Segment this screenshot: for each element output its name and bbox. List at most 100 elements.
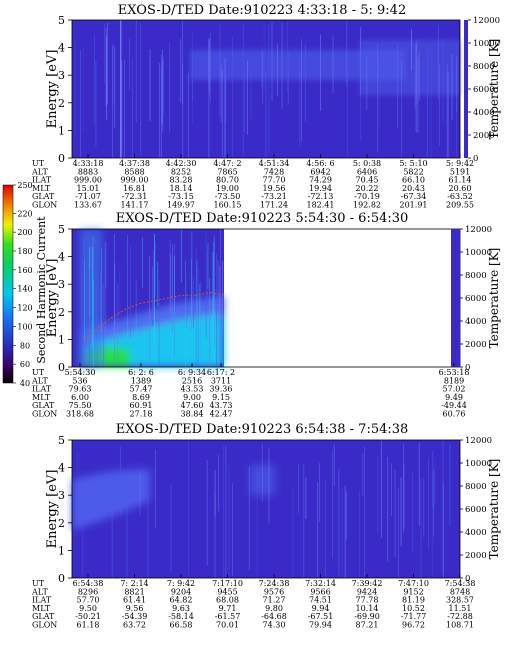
right-tick-label: 2000: [465, 551, 487, 561]
orbit-cell: 4:37:38: [119, 159, 150, 168]
orbit-cell: 83.28: [170, 176, 193, 185]
orbit-cell: 87.21: [356, 621, 379, 630]
orbit-cell: -49.44: [441, 401, 467, 410]
right-tick-label: 0: [465, 574, 470, 584]
texture-stripe: [432, 473, 434, 578]
texture-stripe: [126, 473, 128, 578]
texture-stripe: [414, 59, 416, 107]
colorbar-ticks: 40 60 80 100 120 140 160 180 200 220 250: [13, 181, 33, 388]
orbit-cell: 96.72: [402, 621, 425, 630]
texture-stripe: [423, 478, 425, 537]
texture-stripe: [390, 463, 392, 517]
orbit-cell: 6: 9:34: [178, 368, 206, 377]
y-tick-label: 5: [58, 223, 65, 236]
texture-stripe: [163, 57, 165, 114]
colorbar-tick-label: 160: [17, 266, 32, 275]
texture-stripe: [403, 464, 405, 529]
orbit-cell: 43.53: [181, 385, 204, 394]
right-tick-label: 12000: [465, 225, 492, 235]
texture-stripe: [114, 46, 116, 128]
texture-stripe: [200, 281, 202, 367]
texture-stripe: [344, 485, 346, 578]
orbit-cell: -58.14: [168, 612, 194, 621]
texture-stripe: [127, 234, 129, 336]
orbit-cell: 68.08: [216, 596, 239, 605]
texture-stripe: [112, 45, 113, 158]
y-tick-label: 3: [58, 69, 65, 82]
texture-stripe: [88, 269, 90, 367]
orbit-cell: 79.63: [69, 385, 92, 394]
orbit-cell: 9455: [217, 587, 237, 596]
texture-stripe: [135, 20, 137, 122]
panel-1-frame: [71, 19, 461, 159]
texture-stripe: [155, 449, 156, 529]
texture-stripe: [415, 45, 416, 111]
right-tick-label: 4000: [465, 528, 487, 538]
texture-stripe: [276, 43, 278, 97]
texture-stripe: [377, 455, 379, 534]
texture-stripe: [332, 35, 334, 94]
orbit-cell: 5191: [450, 167, 470, 176]
orbit-cell: -69.90: [354, 612, 380, 621]
texture-stripe: [195, 247, 197, 367]
orbit-cell: 9204: [171, 587, 191, 596]
texture-stripe: [84, 260, 85, 342]
orbit-cell: -73.50: [215, 192, 241, 201]
texture-stripe: [439, 64, 440, 146]
texture-stripe: [222, 445, 224, 578]
texture-stripe: [81, 269, 83, 362]
texture-stripe: [105, 243, 107, 289]
y-tick-label: 1: [58, 333, 65, 346]
orbit-cell: 42.47: [210, 410, 233, 419]
orbit-cell: 7865: [217, 167, 237, 176]
texture-stripe: [213, 236, 215, 348]
orbit-cell: 5: 5:10: [399, 159, 427, 168]
orbit-row-label: ILAT: [32, 385, 52, 394]
orbit-cell: -73.21: [261, 192, 287, 201]
orbit-cell: 47.60: [181, 401, 204, 410]
texture-stripe: [271, 21, 273, 101]
texture-stripe: [139, 472, 141, 516]
orbit-cell: 19.00: [216, 184, 239, 193]
orbit-cell: 149.97: [167, 201, 195, 210]
texture-stripe: [345, 491, 347, 540]
texture-stripe: [320, 34, 321, 111]
orbit-cell: 9424: [357, 587, 377, 596]
orbit-cell: 7:24:38: [259, 579, 290, 588]
orbit-cell: 7:17:10: [212, 579, 243, 588]
texture-stripe: [149, 49, 151, 121]
orbit-cell: 61.18: [77, 621, 100, 630]
orbit-cell: -72.13: [308, 192, 334, 201]
texture-stripe: [192, 53, 194, 102]
texture-stripe: [96, 273, 98, 328]
orbit-cell: 7:39:42: [352, 579, 383, 588]
texture-stripe: [268, 448, 270, 524]
texture-stripe: [446, 64, 448, 158]
orbit-cell: 1389: [131, 376, 151, 385]
orbit-cell: 77.78: [356, 596, 379, 605]
texture-stripe: [292, 488, 294, 578]
panel-2-y-ticks: 0 1 2 3 4 5: [58, 223, 72, 374]
colorbar-tick-label: 200: [17, 228, 32, 237]
orbit-cell: 20.43: [402, 184, 425, 193]
texture-stripe: [83, 239, 85, 335]
orbit-cell: 74.30: [263, 621, 286, 630]
orbit-cell: 4:56: 6: [306, 159, 334, 168]
texture-stripe: [417, 57, 419, 134]
y-tick-label: 2: [58, 97, 65, 110]
texture-stripe: [301, 39, 302, 142]
texture-stripe: [218, 454, 220, 512]
texture-stripe: [92, 237, 94, 288]
orbit-row-label: ALT: [31, 376, 48, 385]
orbit-cell: 318.68: [66, 410, 94, 419]
texture-stripe: [174, 256, 175, 360]
y-tick-label: 3: [58, 278, 65, 291]
panel-3-right-label: Temperature [K]: [487, 459, 501, 560]
texture-stripe: [114, 262, 116, 367]
texture-stripe: [172, 244, 173, 333]
texture-stripe: [428, 458, 429, 550]
texture-stripe: [387, 456, 389, 562]
texture-stripe: [212, 251, 214, 343]
orbit-cell: 141.17: [121, 201, 149, 210]
